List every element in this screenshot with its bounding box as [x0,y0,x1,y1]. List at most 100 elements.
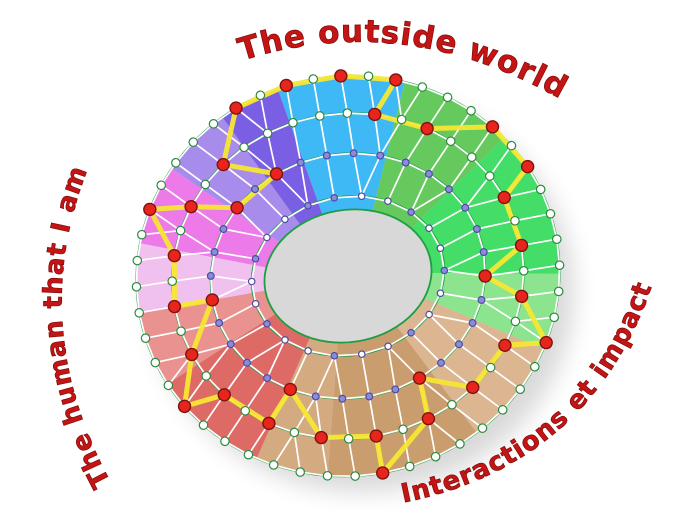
red-node [389,73,403,87]
graph-node [535,184,546,195]
graph-node [436,244,445,253]
red-node [520,159,535,174]
red-node [217,388,231,402]
red-node [177,399,192,414]
graph-node [268,460,279,470]
graph-node [308,74,319,84]
red-node [376,466,390,480]
graph-node [263,374,272,383]
graph-node [440,266,449,275]
ring-outline [263,208,433,344]
graph-node [404,461,415,472]
graph-node [551,234,562,244]
sector-tan-light [396,298,544,433]
graph-node [357,350,366,358]
red-node [466,380,480,395]
graph-node [304,347,312,355]
graph-node [251,185,260,194]
graph-node [167,276,178,287]
graph-node [425,224,433,233]
graph-node [510,215,520,226]
red-node [497,190,511,205]
red-node [412,371,427,385]
graph-node [210,248,219,257]
graph-node [239,142,249,153]
graph-node [549,312,560,323]
red-node [184,199,198,214]
red-node [514,289,529,304]
graph-node [247,277,256,286]
graph-node [454,340,463,349]
red-node [514,238,529,253]
graph-node [200,179,211,190]
graph-node [220,436,230,447]
graph-node [330,351,339,360]
graph-node [376,151,385,160]
graph-node [545,208,556,219]
graph-node [208,119,219,129]
graph-node [407,328,415,337]
red-node [421,412,436,426]
graph-node [455,439,465,449]
graph-node [243,358,252,367]
graph-node [171,157,181,168]
graph-node [156,180,167,191]
graph-node [150,357,161,368]
graph-node [132,255,143,266]
graph-node [262,128,273,139]
graph-node [219,225,228,234]
red-node [269,167,284,181]
graph-node [357,192,366,201]
red-node [279,78,293,93]
graph-node [304,201,312,210]
graph-node [134,308,145,318]
graph-node [461,203,470,212]
graph-node [131,281,142,292]
red-node [478,269,492,283]
graph-node [176,326,186,337]
graph-node [442,92,453,103]
graph-node [436,358,445,367]
graph-node [343,434,354,444]
sector-magenta [139,168,280,268]
graph-node [136,229,147,240]
graph-node [510,316,521,327]
graph-node [554,260,565,271]
red-node [369,429,383,443]
graph-node [447,399,457,410]
graph-node [466,152,477,163]
graph-node [281,215,289,224]
graph-node [430,451,441,462]
graph-node [263,319,271,328]
red-node [143,202,157,217]
graph-node [468,318,477,327]
graph-node [311,392,320,401]
graph-node [175,225,186,236]
graph-node [206,271,215,280]
graph-node [338,394,347,403]
graph-node [342,108,353,118]
red-node [167,248,182,263]
graph-node [444,185,453,194]
graph-node [251,299,260,308]
graph-node [485,362,496,373]
graph-node [289,427,300,438]
red-node [368,107,382,122]
graph-node [281,336,289,344]
red-node [167,299,182,314]
graph-node [330,194,339,202]
red-node [283,382,298,397]
graph-node [477,295,486,304]
graph-node [201,371,212,381]
graph-node [407,208,415,216]
graph-node [518,265,529,276]
red-node [314,430,328,445]
graph-node [484,171,495,181]
red-node [205,293,219,307]
graph-node [398,424,408,435]
graph-node [251,254,260,263]
graph-node [363,71,374,82]
graph-node [296,158,305,167]
red-node [185,347,199,362]
